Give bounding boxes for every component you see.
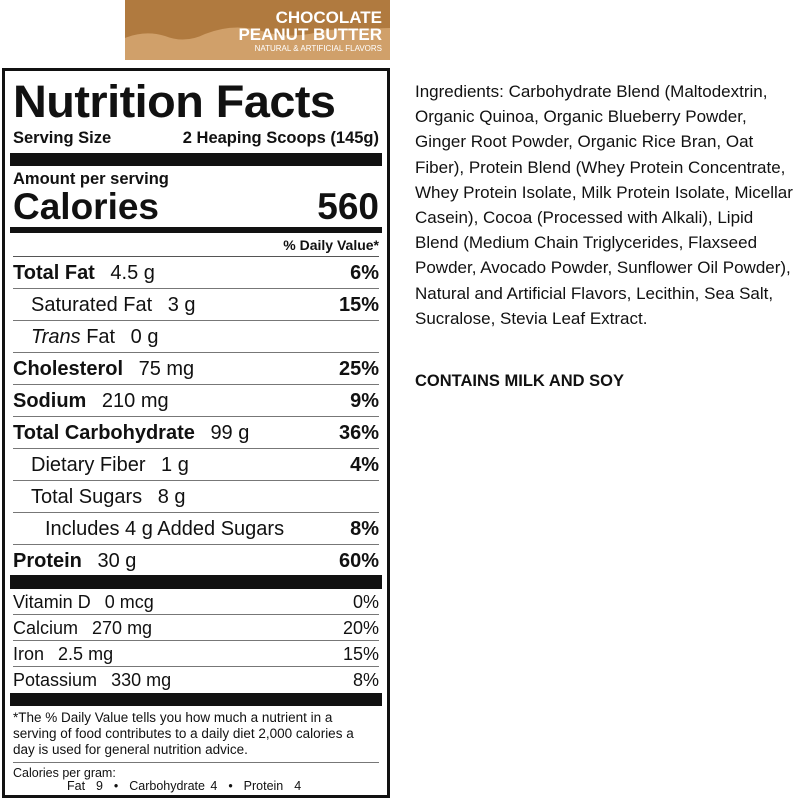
nutrient-name: Includes 4 g Added Sugars: [45, 518, 285, 540]
vitamin-name: Iron 2.5 mg: [13, 644, 114, 664]
calories-row: Calories 560: [13, 186, 379, 227]
vitamin-dv: 15%: [342, 644, 379, 664]
serving-size-label: Serving Size: [13, 129, 112, 147]
serving-size-value: 2 Heaping Scoops (145g): [182, 129, 379, 147]
nutrient-amount: 99 g: [210, 422, 250, 444]
calories-per-gram-label: Calories per gram:: [13, 766, 116, 780]
daily-value-header: % Daily Value*: [13, 233, 379, 257]
nutrient-name: Protein 30 g: [13, 550, 137, 572]
nutrient-row: Cholesterol 75 mg 25%: [13, 353, 379, 385]
nutrient-row: Protein 30 g 60%: [13, 545, 379, 575]
nutrient-name: Sodium 210 mg: [13, 390, 169, 412]
wave-graphic: [125, 27, 390, 60]
calories-per-gram: Calories per gram: Fat 9 • Carbohydrate …: [13, 763, 379, 793]
nutrient-amount: 8 g: [157, 486, 186, 508]
nutrient-dv: 25%: [338, 358, 379, 380]
label-title: Nutrition Facts: [13, 76, 336, 127]
flavor-line1: CHOCOLATE: [275, 8, 382, 27]
nutrient-dv: 15%: [338, 294, 379, 316]
vitamin-amount: 270 mg: [92, 618, 153, 638]
vitamin-row: Calcium 270 mg 20%: [13, 615, 379, 641]
nutrient-amount: 210 mg: [101, 390, 169, 412]
divider: [10, 153, 382, 166]
ingredients-label: Ingredients:: [415, 82, 504, 101]
nutrient-amount: 4.5 g: [110, 262, 155, 284]
serving-size: Serving Size 2 Heaping Scoops (145g): [13, 125, 379, 153]
nutrient-row: Includes 4 g Added Sugars 8%: [13, 513, 379, 545]
amount-per-serving: Amount per serving: [13, 170, 169, 188]
vitamin-dv: 0%: [352, 592, 379, 612]
nutrient-amount: 30 g: [97, 550, 137, 572]
nutrient-name: Trans Fat 0 g: [31, 326, 159, 348]
nutrient-name: Saturated Fat 3 g: [31, 294, 196, 316]
nutrient-name: Total Carbohydrate 99 g: [13, 422, 250, 444]
flavor-line2: PEANUT BUTTER: [238, 25, 382, 44]
vitamin-row: Vitamin D 0 mcg 0%: [13, 589, 379, 615]
vitamin-name: Vitamin D 0 mcg: [13, 592, 154, 612]
divider: [10, 575, 382, 589]
vitamin-name: Potassium 330 mg: [13, 670, 172, 690]
allergen-statement: CONTAINS MILK AND SOY: [415, 372, 624, 390]
nutrient-amount: 75 mg: [138, 358, 195, 380]
nutrient-dv: 36%: [338, 422, 379, 444]
divider: [10, 227, 382, 233]
calories-label: Calories: [13, 186, 160, 227]
nutrient-dv: 9%: [350, 390, 379, 412]
divider: [10, 693, 382, 706]
nutrient-row: Trans Fat 0 g: [13, 321, 379, 353]
nutrient-name: Dietary Fiber 1 g: [31, 454, 189, 476]
vitamin-name: Calcium 270 mg: [13, 618, 153, 638]
vitamin-amount: 0 mcg: [104, 592, 154, 612]
ingredients-text: Carbohydrate Blend (Maltodextrin, Organi…: [415, 82, 793, 328]
nutrient-row: Saturated Fat 3 g 15%: [13, 289, 379, 321]
flavor-line3: NATURAL & ARTIFICIAL FLAVORS: [254, 44, 382, 53]
nutrient-dv: 4%: [350, 454, 379, 476]
nutrient-row: Total Fat 4.5 g 6%: [13, 257, 379, 289]
vitamin-amount: 330 mg: [111, 670, 172, 690]
nutrient-dv: 6%: [350, 262, 379, 284]
nutrient-row: Total Carbohydrate 99 g 36%: [13, 417, 379, 449]
nutrient-name: Total Sugars 8 g: [31, 486, 186, 508]
ingredients: Ingredients: Carbohydrate Blend (Maltode…: [415, 79, 795, 331]
vitamin-list: Vitamin D 0 mcg 0% Calcium 270 mg 20% Iron 2…: [13, 589, 379, 693]
footnote: *The % Daily Value tells you how much a …: [13, 706, 379, 763]
nutrient-list: Total Fat 4.5 g 6% Saturated Fat 3 g 15% Tra…: [13, 257, 379, 575]
nutrient-amount: 0 g: [130, 326, 159, 348]
nutrient-amount: 3 g: [167, 294, 196, 316]
calories-per-gram-values: Fat 9 • Carbohydrate 4 • Protein 4: [67, 779, 302, 793]
nutrient-amount: 1 g: [161, 454, 189, 476]
nutrient-name: Total Fat 4.5 g: [13, 262, 155, 284]
flavor-banner: CHOCOLATE PEANUT BUTTER NATURAL & ARTIFI…: [125, 0, 390, 60]
nutrition-facts-label: Nutrition Facts Serving Size 2 Heaping S…: [2, 68, 390, 798]
nutrient-row: Total Sugars 8 g: [13, 481, 379, 513]
nutrient-dv: 60%: [338, 550, 379, 572]
vitamin-dv: 20%: [342, 618, 379, 638]
nutrient-name: Cholesterol 75 mg: [13, 358, 195, 380]
vitamin-row: Potassium 330 mg 8%: [13, 667, 379, 693]
nutrient-dv: 8%: [350, 518, 379, 540]
calories-value: 560: [317, 186, 379, 227]
vitamin-row: Iron 2.5 mg 15%: [13, 641, 379, 667]
nutrient-row: Dietary Fiber 1 g 4%: [13, 449, 379, 481]
vitamin-dv: 8%: [352, 670, 379, 690]
vitamin-amount: 2.5 mg: [58, 644, 114, 664]
nutrient-row: Sodium 210 mg 9%: [13, 385, 379, 417]
